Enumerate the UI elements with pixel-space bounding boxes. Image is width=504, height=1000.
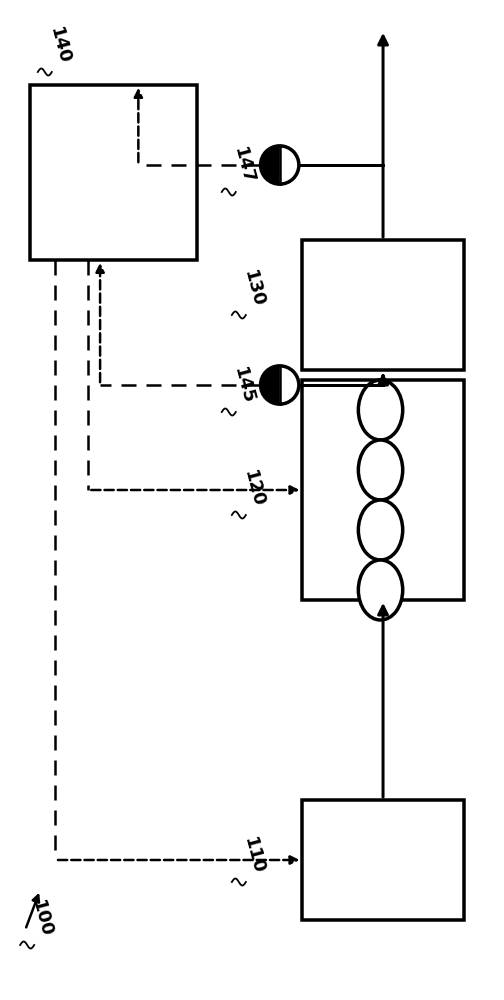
Ellipse shape xyxy=(358,500,403,560)
Circle shape xyxy=(261,146,299,184)
Bar xyxy=(30,85,197,260)
Wedge shape xyxy=(261,146,280,184)
Wedge shape xyxy=(261,366,280,404)
Ellipse shape xyxy=(358,380,403,440)
Bar xyxy=(302,240,464,370)
Text: 147: 147 xyxy=(230,145,257,186)
Text: 100: 100 xyxy=(28,898,55,939)
Circle shape xyxy=(261,366,299,404)
Text: 120: 120 xyxy=(240,468,267,509)
Ellipse shape xyxy=(358,560,403,620)
Text: 110: 110 xyxy=(240,835,267,876)
Ellipse shape xyxy=(358,440,403,500)
Text: 130: 130 xyxy=(240,268,267,309)
Bar xyxy=(302,380,464,600)
Text: 145: 145 xyxy=(230,365,257,406)
Bar xyxy=(302,800,464,920)
Text: 140: 140 xyxy=(46,25,73,66)
